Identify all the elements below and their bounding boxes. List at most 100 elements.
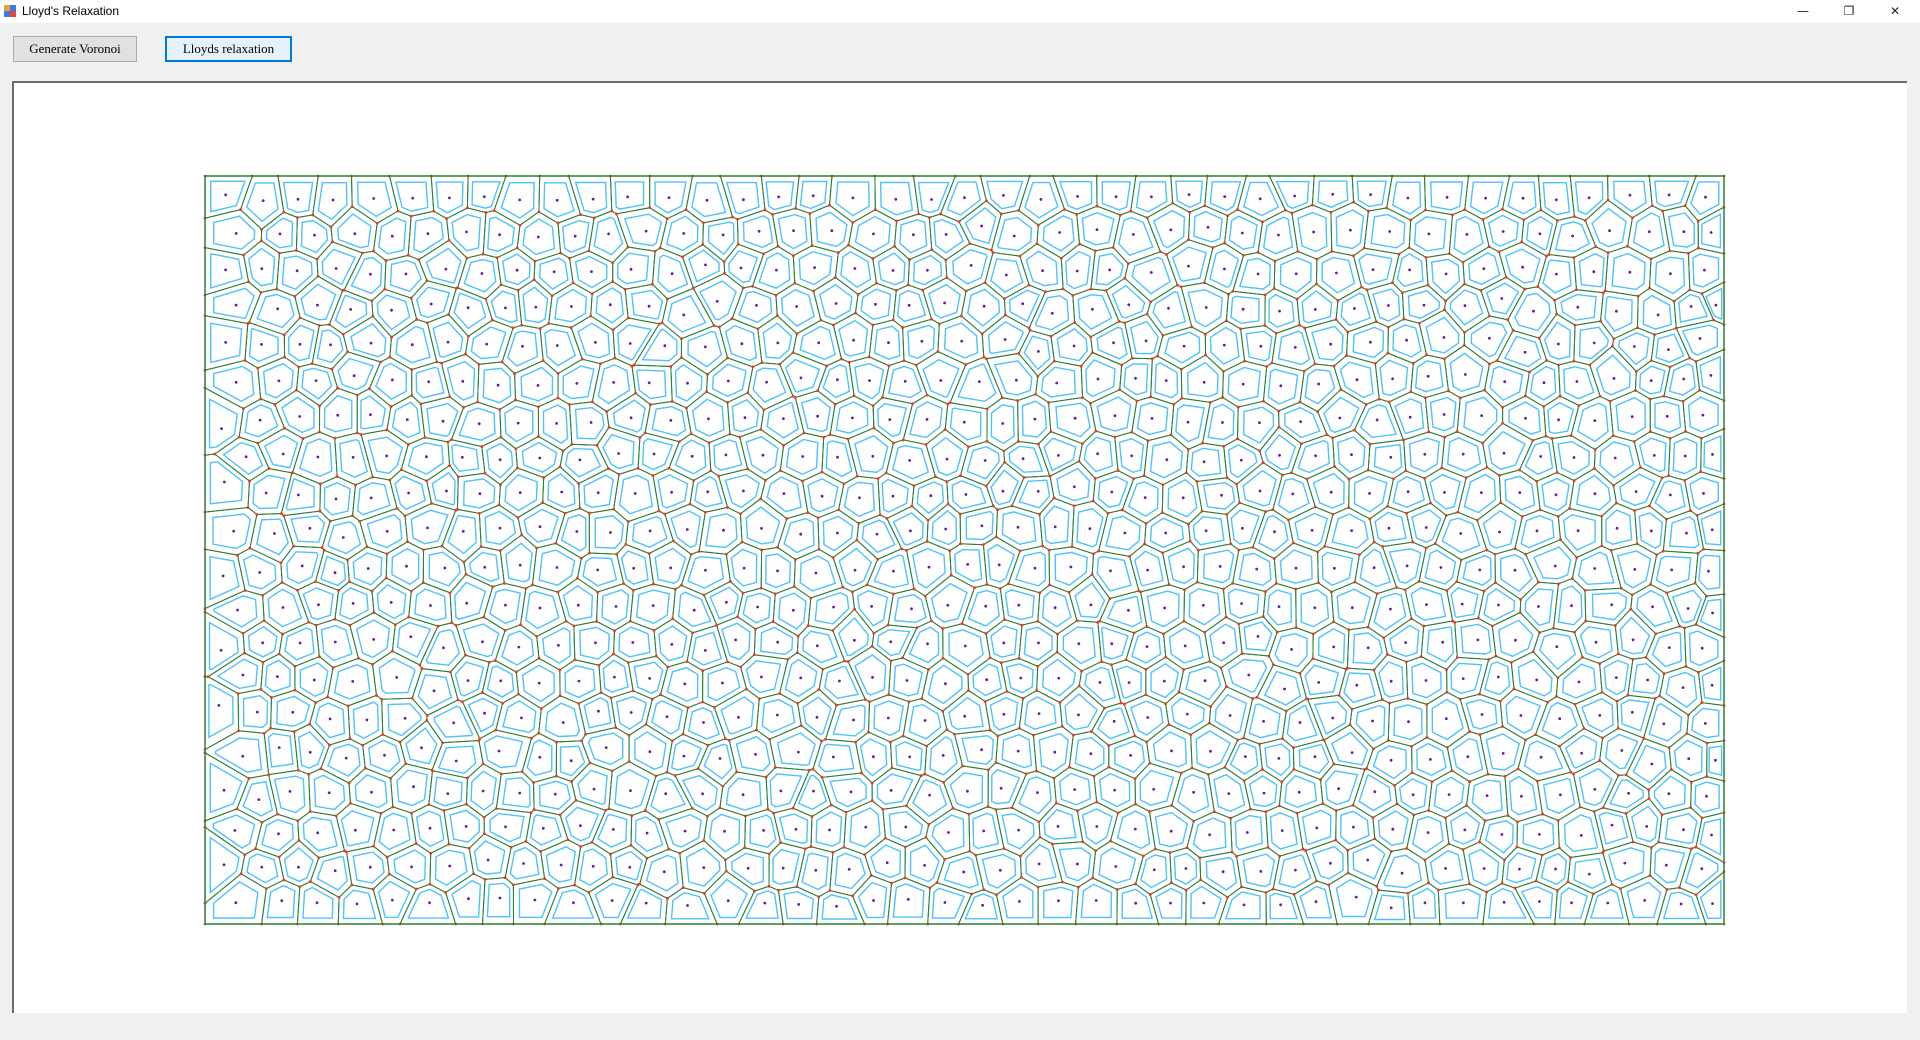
relaxed-cell [1023,626,1053,661]
cell-vertex [801,479,804,483]
relaxed-cell [1595,354,1631,396]
restore-button[interactable]: ❐ [1843,4,1855,18]
relaxed-cell [1176,774,1210,814]
minimize-button[interactable]: — [1797,4,1809,18]
relaxed-cell [1116,810,1151,850]
relaxed-cell [784,358,821,393]
relaxed-cell [1483,587,1516,621]
close-button[interactable]: ✕ [1889,4,1901,18]
cell-vertex [279,561,283,565]
cell-vertex [706,373,709,376]
cell-vertex [934,475,937,479]
relaxed-cell [1483,661,1511,696]
cell-vertex [1145,312,1149,316]
relaxed-cell [1133,550,1164,587]
cell-vertex [559,251,562,255]
relaxed-cell [1131,631,1162,664]
relaxed-cell [564,806,600,842]
cell-vertex [237,435,241,439]
cell-vertex [926,518,930,522]
cell-vertex [1332,620,1335,624]
cell-vertex [1240,652,1244,655]
relaxed-cell [1557,585,1583,626]
cell-vertex [923,594,927,598]
cell-vertex [371,314,375,318]
cell-vertex [520,323,523,327]
cell-vertex [482,615,486,619]
relaxed-cell [990,404,1015,445]
relaxed-cell [248,327,279,363]
cell-vertex [966,673,970,676]
relaxed-cell [797,774,828,811]
relaxed-cell [451,443,480,473]
relaxed-cell [551,889,595,919]
relaxed-cell [1564,734,1598,769]
relaxed-cell [954,548,983,582]
title-bar[interactable]: Lloyd's Relaxation — ❐ ✕ [0,0,1920,23]
cell-vertex [1535,480,1538,483]
cell-vertex [1227,292,1230,296]
cell-vertex [760,361,764,365]
cell-vertex [1041,544,1044,548]
cell-vertex [691,631,694,635]
relaxed-cell [352,851,385,884]
cell-vertex [1662,549,1665,553]
cell-vertex [1648,286,1651,290]
cell-vertex [718,325,721,329]
lloyds-relaxation-button[interactable]: Lloyds relaxation [165,36,292,62]
cell-vertex [1197,548,1200,552]
cell-vertex [638,436,642,439]
generate-voronoi-button[interactable]: Generate Voronoi [13,36,137,62]
relaxed-cell [1688,630,1719,667]
cell-vertex [1459,558,1463,562]
cell-vertex [731,215,734,219]
relaxed-cell [562,219,590,253]
cell-vertex [1072,504,1076,508]
cell-vertex [702,593,706,597]
cell-vertex [1242,254,1245,257]
relaxed-cell [1581,698,1614,733]
relaxed-cell [1603,659,1629,696]
cell-vertex [705,390,708,394]
cell-vertex [1294,587,1297,591]
cell-vertex [1602,291,1605,294]
cell-vertex [1106,511,1110,515]
relaxed-cell [650,777,686,813]
cell-vertex [282,514,286,517]
relaxed-cell [817,743,855,773]
voronoi-cell [1287,506,1334,553]
relaxed-cell [1468,251,1501,286]
cell-vertex [1128,555,1131,558]
relaxed-cell [1284,406,1321,439]
diagram-canvas[interactable] [12,81,1907,1013]
relaxed-cell [1617,332,1650,366]
cell-vertex [1571,577,1574,580]
relaxed-cell [210,180,246,213]
relaxed-cell [350,256,383,295]
cell-vertex [855,538,859,542]
cell-vertex [1402,317,1406,321]
cell-vertex [246,506,250,509]
cell-vertex [379,360,382,364]
relaxed-cell [730,852,765,886]
cell-vertex [810,244,814,247]
cell-vertex [1203,204,1207,207]
relaxed-cell [281,255,313,291]
relaxed-cell [1190,447,1222,477]
cell-vertex [1048,474,1052,478]
relaxed-cell [1463,396,1498,437]
cell-vertex [1668,249,1672,253]
relaxed-cell [1430,258,1461,295]
cell-vertex [370,589,374,593]
cell-vertex [1424,208,1427,212]
cell-vertex [1650,359,1653,362]
cell-vertex [1236,405,1240,409]
relaxed-cell [378,812,411,851]
cell-vertex [388,478,392,482]
relaxed-cell [1238,257,1271,290]
relaxed-cell [1372,745,1407,780]
relaxed-cell [1609,779,1645,809]
cell-vertex [430,502,433,505]
cell-vertex [1559,538,1562,541]
relaxed-cell [1214,693,1248,734]
